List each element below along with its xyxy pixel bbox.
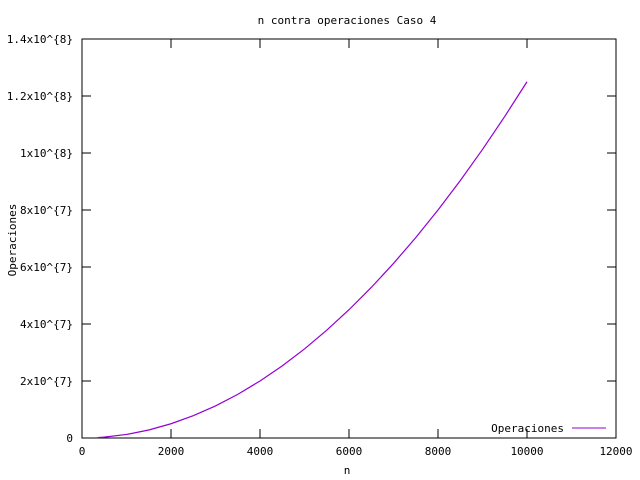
x-tick-label: 10000 [510, 445, 543, 458]
y-tick-label: 6x10^{7} [20, 261, 73, 274]
x-tick-label: 0 [79, 445, 86, 458]
y-tick-label: 1x10^{8} [20, 147, 73, 160]
chart-title: n contra operaciones Caso 4 [258, 14, 437, 27]
series-line-operaciones [97, 81, 528, 439]
x-tick-label: 4000 [247, 445, 274, 458]
x-axis-label: n [344, 464, 351, 477]
x-tick-label: 6000 [336, 445, 363, 458]
x-tick-label: 2000 [158, 445, 185, 458]
y-tick-label: 1.4x10^{8} [7, 33, 73, 46]
y-tick-label: 4x10^{7} [20, 318, 73, 331]
legend-label: Operaciones [491, 422, 564, 435]
x-tick-label: 8000 [425, 445, 452, 458]
y-axis-label: Operaciones [6, 204, 19, 277]
x-tick-label: 12000 [599, 445, 632, 458]
y-tick-label: 1.2x10^{8} [7, 90, 73, 103]
y-tick-label: 2x10^{7} [20, 375, 73, 388]
legend: Operaciones [491, 422, 606, 435]
plot-frame [81, 38, 617, 439]
series-layer [97, 81, 528, 439]
y-tick-label: 0 [66, 432, 73, 445]
axis-ticks [81, 38, 617, 439]
axis-tick-labels: 0 2000 4000 6000 8000 10000 12000 0 2x10^{7} 4x10… [7, 33, 633, 458]
y-tick-label: 8x10^{7} [20, 204, 73, 217]
